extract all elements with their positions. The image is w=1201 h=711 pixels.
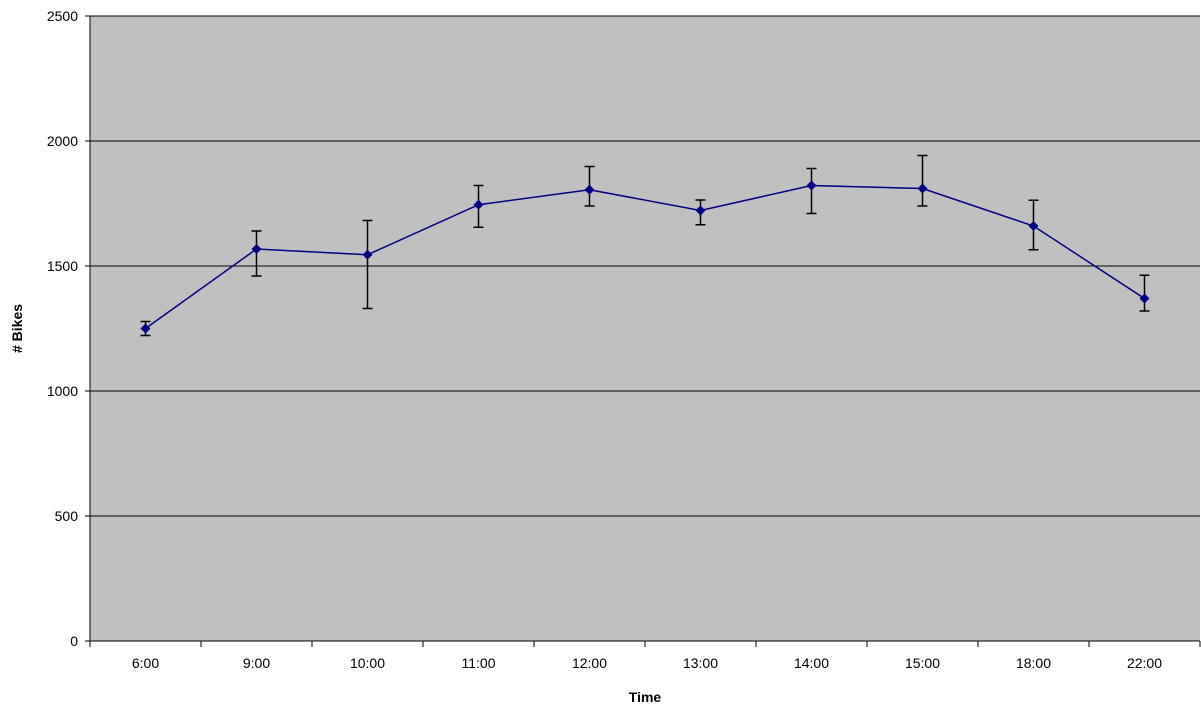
x-tick-label: 11:00 [462,655,496,671]
error-bar [1139,274,1150,312]
y-axis-ticks: 0 500 1000 1500 2000 2500 [47,8,90,649]
error-bar [806,167,817,215]
data-point [140,323,151,334]
error-bar [917,154,928,207]
data-point [695,205,706,216]
y-tick-label: 1000 [47,383,78,399]
x-tick-label: 22:00 [1127,655,1162,671]
x-axis-title: Time [629,689,662,705]
data-point [473,199,484,210]
plot-area [90,16,1200,641]
error-bar [362,219,373,310]
y-tick-label: 2000 [47,133,78,149]
x-tick-label: 6:00 [132,655,159,671]
data-point [251,244,262,254]
x-tick-label: 15:00 [905,655,940,671]
y-tick-label: 1500 [47,258,78,274]
x-tick-label: 10:00 [350,655,385,671]
y-tick-label: 2500 [47,8,78,24]
y-tick-label: 500 [55,508,79,524]
y-tick-label: 0 [70,633,78,649]
data-point [1139,293,1150,304]
data-point [1028,221,1039,231]
data-point [362,249,373,260]
x-tick-label: 12:00 [572,655,607,671]
x-tick-label: 14:00 [794,655,829,671]
data-point [806,180,817,191]
x-tick-label: 13:00 [683,655,718,671]
x-tick-label: 9:00 [243,655,270,671]
x-tick-label: 18:00 [1016,655,1051,671]
data-markers [140,180,1150,334]
data-point [917,183,928,194]
series-line [145,184,1145,330]
gridlines [90,15,1200,517]
data-point [584,184,595,195]
x-axis-ticks: 6:00 9:00 10:00 11:00 12:00 13:00 14:00 15:00 18… [89,641,1201,671]
y-axis-title: # Bikes [9,304,25,353]
